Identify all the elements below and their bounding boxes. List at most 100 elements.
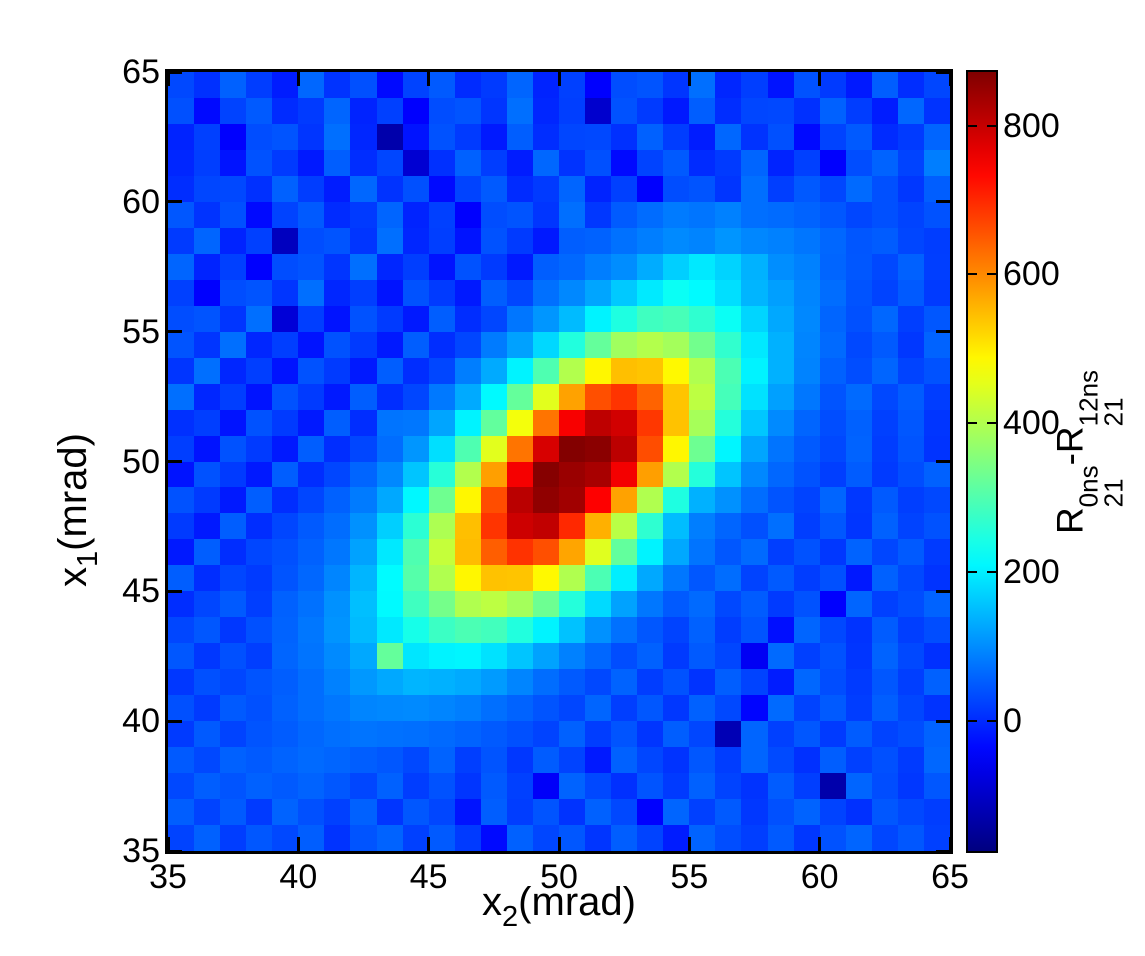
heatmap-cell [168, 227, 195, 254]
heatmap-cell [428, 253, 455, 280]
heatmap-cell [611, 461, 638, 488]
heatmap-cell [194, 565, 221, 592]
heatmap-cell [402, 617, 429, 644]
heatmap-cell [246, 617, 273, 644]
heatmap-cell [559, 461, 586, 488]
heatmap-cell [428, 721, 455, 748]
heatmap-cell [793, 305, 820, 332]
heatmap-cell [376, 565, 403, 592]
heatmap-cell [480, 357, 507, 384]
heatmap-cell [246, 227, 273, 254]
heatmap-cell [819, 149, 846, 176]
heatmap-cell [871, 643, 898, 670]
heatmap-cell [272, 253, 299, 280]
y-axis-label-sub: 1 [72, 550, 104, 567]
heatmap-cell [480, 773, 507, 800]
heatmap-cell [220, 149, 247, 176]
heatmap-cell [819, 591, 846, 618]
heatmap-cell [506, 72, 533, 98]
heatmap-cell [246, 539, 273, 566]
heatmap-cell [480, 227, 507, 254]
heatmap-cell [871, 97, 898, 124]
heatmap-cell [689, 565, 716, 592]
heatmap-cell [506, 695, 533, 722]
heatmap-cell [689, 669, 716, 696]
heatmap-cell [298, 201, 325, 228]
heatmap-cell [741, 487, 768, 514]
heatmap-cell [480, 97, 507, 124]
heatmap-cell [376, 72, 403, 98]
heatmap-cell [194, 513, 221, 540]
heatmap-cell [532, 357, 559, 384]
heatmap-cell [220, 305, 247, 332]
heatmap-cell [793, 149, 820, 176]
heatmap-cell [298, 669, 325, 696]
heatmap-cell [897, 383, 924, 410]
heatmap-cell [923, 747, 950, 774]
heatmap-cell [298, 617, 325, 644]
heatmap-cell [819, 773, 846, 800]
heatmap-cell [480, 175, 507, 202]
heatmap-cell [663, 643, 690, 670]
heatmap-cell [532, 565, 559, 592]
heatmap-cell [168, 591, 195, 618]
heatmap-cell [611, 149, 638, 176]
heatmap-cell [298, 279, 325, 306]
heatmap-cell [663, 591, 690, 618]
y-tick-mark [168, 849, 182, 853]
y-tick-mark-right [936, 330, 950, 334]
heatmap-cell [923, 201, 950, 228]
heatmap-cell [715, 123, 742, 150]
heatmap-cell [350, 435, 377, 462]
heatmap-cell [741, 201, 768, 228]
heatmap-cell [559, 97, 586, 124]
heatmap-cell [168, 513, 195, 540]
heatmap-cell [793, 799, 820, 826]
heatmap-cell [454, 383, 481, 410]
heatmap-cell [897, 331, 924, 358]
heatmap-cell [923, 825, 950, 851]
heatmap-cell [480, 383, 507, 410]
heatmap-cell [767, 409, 794, 436]
heatmap-cell [194, 721, 221, 748]
x-tick-label: 35 [149, 858, 187, 896]
heatmap-cell [428, 72, 455, 98]
heatmap-cell [506, 513, 533, 540]
heatmap-cell [585, 669, 612, 696]
heatmap-cell [246, 591, 273, 618]
heatmap-cell [663, 357, 690, 384]
heatmap-cell [793, 695, 820, 722]
colorbar-label: R 0ns 21 -R 12ns 21 [1050, 370, 1129, 534]
heatmap-cell [871, 825, 898, 851]
heatmap-cell [793, 487, 820, 514]
heatmap-cell [663, 461, 690, 488]
heatmap-cell [246, 253, 273, 280]
heatmap-cell [793, 539, 820, 566]
colorbar-tick-mark [968, 719, 977, 722]
heatmap-cell [871, 487, 898, 514]
heatmap-cell [585, 409, 612, 436]
heatmap-cell [897, 565, 924, 592]
heatmap-cell [819, 72, 846, 98]
heatmap-cell [402, 773, 429, 800]
heatmap-cell [559, 149, 586, 176]
heatmap-cell [585, 227, 612, 254]
heatmap-cell [637, 565, 664, 592]
heatmap-cell [663, 539, 690, 566]
heatmap-cell [220, 591, 247, 618]
heatmap-cell [767, 643, 794, 670]
heatmap-cell [350, 97, 377, 124]
heatmap-cell [506, 461, 533, 488]
heatmap-cell [923, 357, 950, 384]
heatmap-cell [220, 773, 247, 800]
heatmap-cell [220, 721, 247, 748]
heatmap-cell [689, 305, 716, 332]
heatmap-cell [585, 357, 612, 384]
heatmap-cell [454, 72, 481, 98]
heatmap-cell [741, 149, 768, 176]
x-tick-mark-top [557, 72, 561, 86]
heatmap-cell [194, 357, 221, 384]
heatmap-cell [298, 435, 325, 462]
heatmap-cell [767, 149, 794, 176]
heatmap-cell [246, 643, 273, 670]
